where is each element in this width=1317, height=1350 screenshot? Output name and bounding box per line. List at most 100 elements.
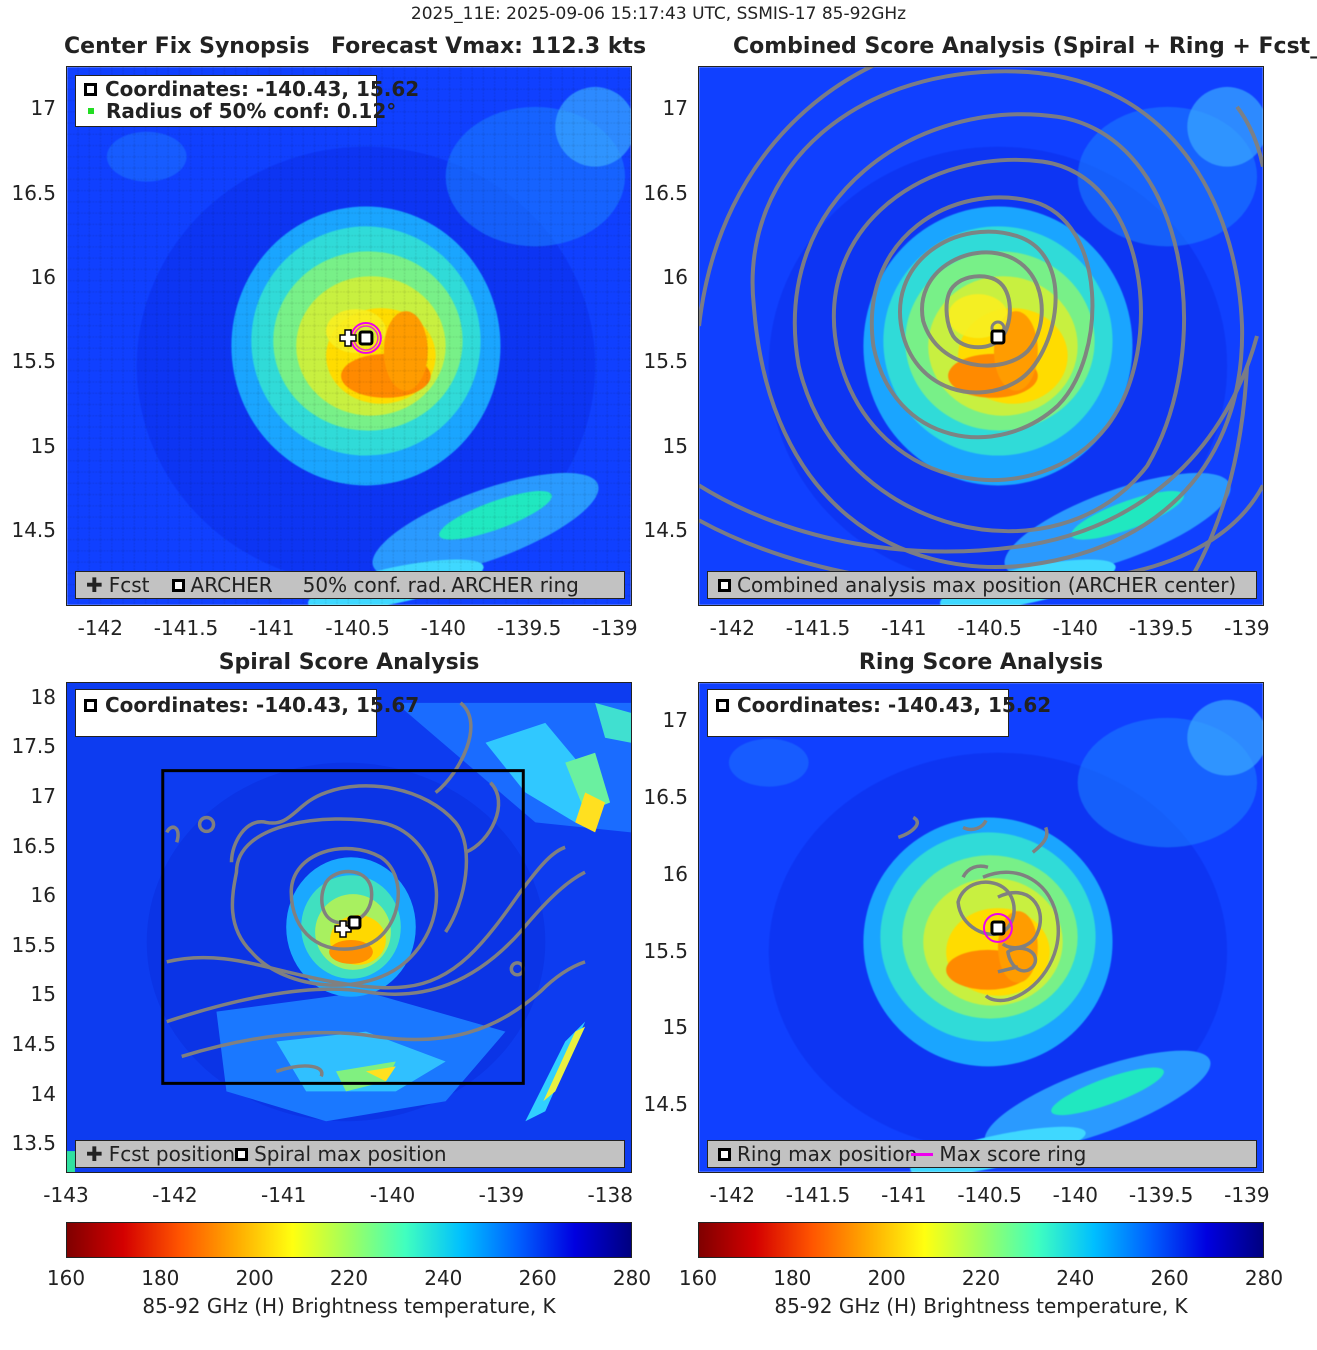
ring-heatmap xyxy=(699,683,1263,1172)
synopsis-x-tick: -140 xyxy=(420,616,467,640)
archer-square-icon xyxy=(171,578,185,592)
spiral-y-tick: 15 xyxy=(30,982,56,1007)
synopsis-info-box: Coordinates: -140.43, 15.62 Radius of 50… xyxy=(75,75,419,127)
synopsis-x-tick: -142 xyxy=(77,616,123,640)
legend-spiral-max: Spiral max position xyxy=(254,1142,447,1166)
spiral-x-tick: -142 xyxy=(152,1183,198,1207)
colorbar-tick: 280 xyxy=(612,1266,652,1290)
ring-title: Ring Score Analysis xyxy=(858,650,1104,675)
combined-x-tick: -141.5 xyxy=(785,616,851,640)
colorbar-tick: 180 xyxy=(141,1266,180,1290)
ring-y-tick: 16.5 xyxy=(643,785,688,810)
synopsis-y-tick: 16.5 xyxy=(11,180,56,205)
spiral-max-marker xyxy=(347,915,362,930)
ring-contours xyxy=(897,815,1061,1003)
synopsis-x-tick: -141.5 xyxy=(153,616,219,640)
colorbar-tick: 200 xyxy=(867,1266,906,1290)
ring-y-tick: 15.5 xyxy=(643,938,688,963)
combined-y-tick: 14.5 xyxy=(643,518,688,543)
colorbar-tick: 240 xyxy=(1056,1266,1095,1290)
legend-ring: ARCHER ring xyxy=(451,573,579,597)
synopsis-x-tick: -139 xyxy=(592,616,638,640)
colorbar-tick: 220 xyxy=(329,1266,369,1290)
spiral-y-tick: 16 xyxy=(30,883,56,908)
ring-max-marker xyxy=(990,920,1006,936)
synopsis-title: Center Fix Synopsis xyxy=(64,34,310,59)
legend-ring-ring: Max score ring xyxy=(939,1142,1087,1166)
colorbar-tick: 200 xyxy=(235,1266,274,1290)
ring-info-box: Coordinates: -140.43, 15.62 xyxy=(707,689,1051,737)
spiral-coordinates: Coordinates: -140.43, 15.67 xyxy=(105,693,420,717)
spiral-fcst-marker xyxy=(334,920,352,938)
colorbar-left-label: 85-92 GHz (H) Brightness temperature, K xyxy=(142,1294,556,1318)
ring-x-tick: -141 xyxy=(881,1183,927,1207)
synopsis-y-tick: 15 xyxy=(30,433,56,458)
spiral-legend: ✚ Fcst position Spiral max position xyxy=(75,1140,625,1168)
synopsis-y-tick: 14.5 xyxy=(11,518,56,543)
colorbar-right-label: 85-92 GHz (H) Brightness temperature, K xyxy=(774,1294,1188,1318)
spiral-x-tick: -141 xyxy=(260,1183,307,1207)
synopsis-plot: Coordinates: -140.43, 15.62 Radius of 50… xyxy=(66,66,632,606)
spiral-square-icon xyxy=(235,1147,249,1161)
combined-x-tick: -142 xyxy=(709,616,755,640)
ring-x-tick: -142 xyxy=(709,1183,755,1207)
ring-x-tick: -140 xyxy=(1052,1183,1099,1207)
spiral-contours xyxy=(161,701,586,1085)
ring-line-icon xyxy=(911,1152,934,1156)
archer-square-icon xyxy=(84,82,97,96)
synopsis-x-tick: -141 xyxy=(249,616,295,640)
synopsis-coordinates: Coordinates: -140.43, 15.62 xyxy=(105,77,420,101)
combined-x-tick: -140 xyxy=(1052,616,1099,640)
spiral-y-tick: 18 xyxy=(30,684,56,709)
combined-x-tick: -140.5 xyxy=(957,616,1022,640)
ring-y-tick: 14.5 xyxy=(643,1091,688,1116)
combined-square-icon xyxy=(718,578,731,592)
fcst-position-marker xyxy=(339,329,357,347)
colorbar-tick: 280 xyxy=(1244,1266,1284,1290)
archer-center-marker xyxy=(358,330,374,346)
spiral-square-icon xyxy=(84,698,97,712)
spiral-title: Spiral Score Analysis xyxy=(218,650,480,675)
ring-x-tick: -140.5 xyxy=(957,1183,1022,1207)
colorbar-tick: 260 xyxy=(518,1266,557,1290)
combined-y-tick: 17 xyxy=(662,96,688,121)
spiral-y-tick: 14 xyxy=(30,1081,56,1106)
combined-title: Combined Score Analysis (Spiral + Ring +… xyxy=(733,34,1317,59)
combined-y-tick: 15 xyxy=(662,433,688,458)
synopsis-x-tick: -139.5 xyxy=(496,616,562,640)
colorbar-tick: 160 xyxy=(678,1266,718,1290)
colorbar-tick: 180 xyxy=(773,1266,812,1290)
legend-archer: ARCHER xyxy=(190,573,273,597)
synopsis-radius: Radius of 50% conf: 0.12° xyxy=(106,99,397,123)
combined-x-tick: -139 xyxy=(1224,616,1270,640)
synopsis-legend: ✚ Fcst ARCHER 50% conf. rad. ARCHER ring xyxy=(75,571,625,599)
legend-conf: 50% conf. rad. xyxy=(302,573,448,597)
combined-max-marker xyxy=(990,329,1006,345)
spiral-x-tick: -143 xyxy=(43,1183,89,1207)
combined-y-tick: 15.5 xyxy=(643,349,688,374)
spiral-x-tick: -139 xyxy=(478,1183,525,1207)
combined-y-tick: 16 xyxy=(662,264,688,289)
spiral-x-tick: -138 xyxy=(587,1183,633,1207)
spiral-plot: Coordinates: -140.43, 15.67 ✚ Fcst positi… xyxy=(66,682,632,1173)
combined-x-tick: -139.5 xyxy=(1128,616,1194,640)
ring-square-icon xyxy=(718,1147,731,1161)
colorbar-tick: 240 xyxy=(424,1266,463,1290)
ring-legend: Ring max position Max score ring xyxy=(707,1140,1257,1168)
ring-coordinates: Coordinates: -140.43, 15.62 xyxy=(737,693,1052,717)
fcst-cross-icon: ✚ xyxy=(86,1142,103,1166)
spiral-x-tick: -140 xyxy=(369,1183,416,1207)
synopsis-vmax-title: Forecast Vmax: 112.3 kts xyxy=(331,34,647,59)
legend-combined-max: Combined analysis max position (ARCHER c… xyxy=(737,573,1237,597)
legend-spiral-fcst: Fcst position xyxy=(108,1142,236,1166)
colorbar-left xyxy=(66,1222,632,1258)
combined-contours xyxy=(699,67,1263,589)
combined-legend: Combined analysis max position (ARCHER c… xyxy=(707,571,1257,599)
synopsis-y-tick: 17 xyxy=(30,96,56,121)
combined-plot: Combined analysis max position (ARCHER c… xyxy=(698,66,1264,606)
ring-y-tick: 17 xyxy=(662,708,688,733)
colorbar-tick: 160 xyxy=(46,1266,86,1290)
ring-square-icon xyxy=(716,698,729,712)
ring-y-tick: 15 xyxy=(662,1015,688,1040)
fcst-cross-icon: ✚ xyxy=(86,573,103,597)
